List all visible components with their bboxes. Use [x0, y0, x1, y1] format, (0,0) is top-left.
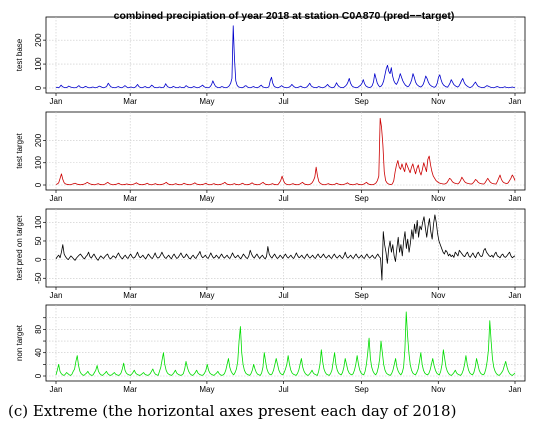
x-tick-label: Jul [278, 291, 288, 300]
x-tick-label: Sep [354, 97, 369, 106]
x-tick-label: Sep [354, 291, 369, 300]
y-tick-label: 40 [34, 348, 43, 357]
y-axis-label: non target [15, 324, 24, 361]
x-tick-label: Jan [50, 194, 63, 203]
x-tick-label: Sep [354, 194, 369, 203]
y-tick-label: 0 [34, 182, 43, 187]
y-axis-label: test target [15, 132, 24, 168]
x-tick-label: Jul [278, 385, 288, 394]
y-tick-label: 200 [34, 133, 43, 147]
series-line-4-1 [55, 311, 516, 376]
x-tick-label: Nov [431, 385, 445, 394]
x-tick-label: Mar [123, 291, 137, 300]
figure-canvas: combined precipiation of year 2018 at st… [15, 10, 526, 394]
plot-frame [45, 111, 526, 191]
x-tick-label: May [199, 385, 214, 394]
x-tick-label: Sep [354, 385, 369, 394]
x-tick-label: Nov [431, 194, 445, 203]
x-tick-label: Mar [123, 97, 137, 106]
x-tick-label: Nov [431, 97, 445, 106]
x-tick-label: Jan [509, 194, 522, 203]
y-tick-label: 0 [34, 257, 43, 262]
chart-panel-3: -50 0 50 100 test pred on target Jan Mar May Jul… [15, 208, 526, 300]
figure-caption: (c) Extreme (the horizontal axes present… [8, 402, 457, 420]
x-tick-label: May [199, 291, 214, 300]
y-tick-label: -50 [34, 272, 43, 284]
y-tick-label: 0 [34, 373, 43, 378]
plot-frame [45, 304, 526, 382]
y-tick-label: 100 [34, 156, 43, 170]
x-tick-label: Mar [123, 385, 137, 394]
series-line-2-1 [55, 117, 516, 186]
y-tick-label: 80 [34, 324, 43, 333]
x-tick-label: May [199, 97, 214, 106]
y-axis-label: test pred on target [15, 215, 24, 281]
figure-title: combined precipiation of year 2018 at st… [114, 10, 455, 22]
plot-frame [45, 16, 526, 94]
x-tick-label: Jan [509, 291, 522, 300]
x-tick-label: Jan [50, 97, 63, 106]
y-tick-label: 200 [34, 33, 43, 47]
series-line-1-1 [55, 25, 516, 89]
y-axis-label: test base [15, 38, 24, 71]
x-tick-label: Jan [50, 291, 63, 300]
plot-frame [45, 208, 526, 288]
x-tick-label: Jan [509, 385, 522, 394]
x-tick-label: Nov [431, 291, 445, 300]
series-line-3-1 [55, 214, 516, 281]
x-tick-label: Jul [278, 97, 288, 106]
y-tick-label: 100 [34, 57, 43, 71]
x-tick-label: May [199, 194, 214, 203]
x-tick-label: Jan [509, 97, 522, 106]
chart-panel-2: 0 100 200 test target Jan Mar May Jul Sep Nov Jan [15, 111, 526, 203]
y-tick-label: 100 [34, 215, 43, 229]
chart-panel-4: 0 40 80 non target Jan Mar May Jul Sep Nov Jan [15, 304, 526, 394]
y-tick-label: 50 [34, 236, 43, 245]
x-tick-label: Jan [50, 385, 63, 394]
x-tick-label: Mar [123, 194, 137, 203]
chart-panel-1: 0 100 200 test base Jan Mar May Jul Sep Nov Jan [15, 16, 526, 106]
panels: 0 100 200 test base Jan Mar May Jul Sep Nov Jan 0 10… [15, 16, 526, 394]
x-tick-label: Jul [278, 194, 288, 203]
y-tick-label: 0 [34, 85, 43, 90]
